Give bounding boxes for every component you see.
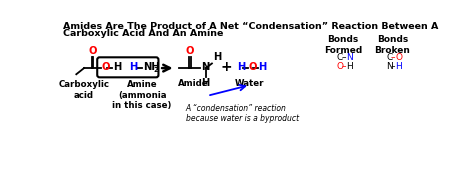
Text: Carboxylic
acid: Carboxylic acid	[59, 80, 109, 100]
Text: O: O	[248, 62, 257, 72]
Text: –: –	[341, 62, 346, 71]
Text: Carboxylic Acid And An Amine: Carboxylic Acid And An Amine	[63, 29, 224, 38]
Text: O: O	[396, 54, 402, 62]
Text: Amides Are The Product of A Net “Condensation” Reaction Between A: Amides Are The Product of A Net “Condens…	[63, 22, 438, 31]
Text: Water: Water	[235, 79, 264, 88]
Text: O: O	[186, 46, 194, 56]
Text: +: +	[221, 60, 232, 74]
Text: H: H	[237, 62, 246, 72]
Text: Bonds
Formed: Bonds Formed	[324, 35, 362, 55]
Text: H: H	[258, 62, 267, 72]
Text: C: C	[337, 54, 343, 62]
Text: NH: NH	[143, 62, 160, 72]
Text: O: O	[337, 62, 344, 71]
Text: Amide: Amide	[178, 79, 209, 88]
Text: 2: 2	[153, 67, 157, 73]
Text: –: –	[391, 62, 395, 71]
Text: N: N	[346, 54, 353, 62]
Text: Bonds
Broken: Bonds Broken	[374, 35, 410, 55]
Text: H: H	[213, 52, 221, 62]
Text: O: O	[102, 62, 110, 72]
Text: H: H	[346, 62, 353, 71]
Text: H: H	[396, 62, 402, 71]
Text: N: N	[201, 62, 210, 72]
Text: H: H	[201, 78, 210, 88]
Text: A “condensation” reaction
because water is a byproduct: A “condensation” reaction because water …	[186, 103, 299, 123]
Text: C: C	[386, 54, 392, 62]
Text: –: –	[391, 54, 395, 62]
Text: Amine
(ammonia
in this case): Amine (ammonia in this case)	[112, 80, 172, 110]
Text: O: O	[88, 46, 97, 56]
Text: N: N	[386, 62, 393, 71]
Text: H: H	[129, 62, 137, 72]
Text: H: H	[113, 62, 121, 72]
Text: –: –	[341, 54, 346, 62]
